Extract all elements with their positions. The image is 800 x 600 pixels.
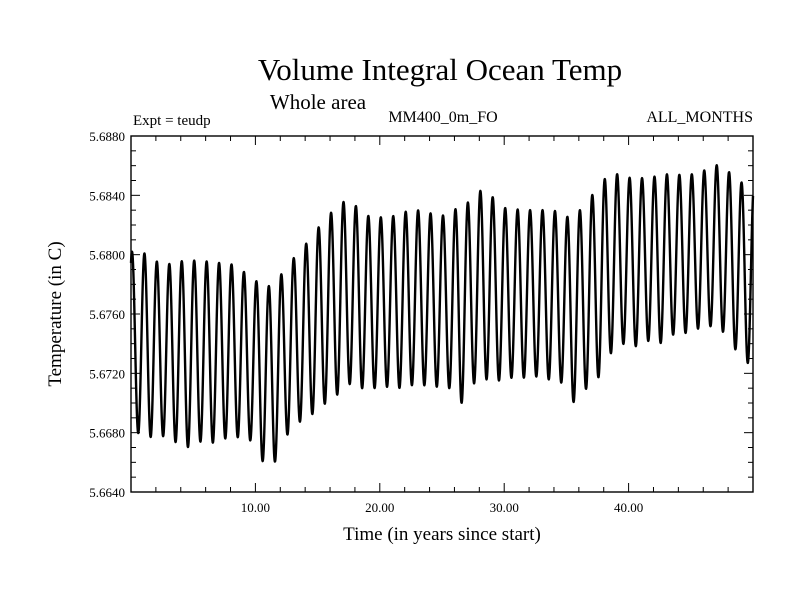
x-tick-label: 40.00 <box>614 500 643 515</box>
y-axis-ticks: 5.6640 5.6680 5.6720 5.6760 5.6800 5.6840 5.68… <box>89 129 753 500</box>
x-axis-ticks: 10.00 20.00 30.00 40.00 <box>155 136 729 515</box>
series-line <box>129 163 755 463</box>
period-label: ALL_MONTHS <box>646 109 753 126</box>
field-label: MM400_0m_FO <box>388 109 497 126</box>
x-tick-label: 30.00 <box>490 500 519 515</box>
x-axis-label: Time (in years since start) <box>343 524 541 545</box>
x-tick-label: 10.00 <box>241 500 270 515</box>
series-layer <box>129 163 755 463</box>
chart-title: Volume Integral Ocean Temp <box>258 52 622 87</box>
y-tick-label: 5.6640 <box>89 485 125 500</box>
plot-frame <box>130 135 754 493</box>
y-tick-label: 5.6680 <box>89 426 125 441</box>
y-tick-label: 5.6880 <box>89 129 125 144</box>
y-tick-label: 5.6840 <box>89 188 125 203</box>
x-tick-label: 20.00 <box>365 500 394 515</box>
y-axis-label: Temperature (in C) <box>45 241 66 386</box>
chart-subtitle: Whole area <box>270 90 367 114</box>
y-tick-label: 5.6760 <box>89 307 125 322</box>
y-tick-label: 5.6720 <box>89 366 125 381</box>
y-tick-label: 5.6800 <box>89 248 125 263</box>
experiment-label: Expt = teudp <box>133 113 211 129</box>
